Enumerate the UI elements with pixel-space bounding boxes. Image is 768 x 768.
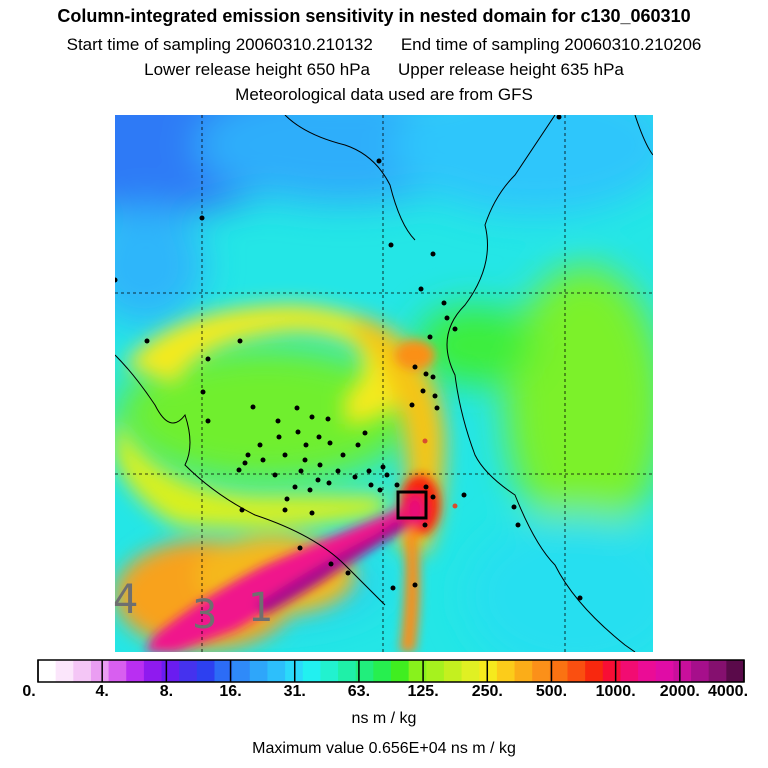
colorbar-segment bbox=[38, 660, 57, 682]
colorbar-segment bbox=[602, 660, 621, 682]
region-label-1: 1 bbox=[248, 585, 274, 631]
colorbar-segment bbox=[708, 660, 727, 682]
colorbar-segment bbox=[232, 660, 251, 682]
units-label: ns m / kg bbox=[351, 710, 417, 727]
colorbar-tick-label: 8. bbox=[159, 683, 174, 700]
colorbar-tick-label: 1000. bbox=[595, 683, 636, 700]
colorbar-segment bbox=[532, 660, 551, 682]
sensitivity-field bbox=[115, 115, 653, 652]
colorbar-tick-label: 125. bbox=[407, 683, 439, 700]
region-label-3: 3 bbox=[192, 592, 218, 638]
start-time-label: Start time of sampling 20060310.210132 bbox=[66, 35, 373, 54]
observation-points bbox=[115, 115, 583, 601]
colorbar-segment bbox=[691, 660, 710, 682]
colorbar-segment bbox=[514, 660, 533, 682]
colorbar-tick-label: 63. bbox=[347, 683, 371, 700]
colorbar-segment bbox=[655, 660, 674, 682]
colorbar-segment bbox=[373, 660, 392, 682]
colorbar-segment bbox=[143, 660, 163, 682]
colorbar-segment bbox=[426, 660, 445, 682]
colorbar-segment bbox=[338, 660, 357, 682]
end-time-label: End time of sampling 20060310.210206 bbox=[400, 35, 702, 54]
colorbar-tick-label: 250. bbox=[471, 683, 503, 700]
colorbar-segment bbox=[567, 660, 586, 682]
region-label-4: 4 bbox=[113, 577, 139, 623]
colorbar-tick-label: 0. bbox=[22, 683, 36, 700]
colorbar-tick-label: 4000. bbox=[707, 683, 749, 700]
sampling-times: Start time of sampling 20060310.210132 En… bbox=[0, 35, 768, 55]
colorbar-segment bbox=[90, 660, 110, 682]
colorbar-segment bbox=[55, 660, 74, 682]
colorbar-segment bbox=[461, 660, 480, 682]
colorbar-segment bbox=[196, 660, 215, 682]
colorbar-segment bbox=[638, 660, 657, 682]
colorbar-segment bbox=[391, 660, 410, 682]
colorbar-segment bbox=[73, 660, 92, 682]
colorbar-segment bbox=[549, 660, 568, 682]
colorbar-segment bbox=[443, 660, 463, 682]
colorbar-segment bbox=[108, 660, 127, 682]
colorbar-segment bbox=[161, 660, 180, 682]
emission-sensitivity-map[interactable] bbox=[115, 115, 653, 652]
colorbar-tick-label: 2000. bbox=[659, 683, 700, 700]
maximum-value-label: Maximum value 0.656E+04 ns m / kg bbox=[252, 740, 516, 757]
met-data-label: Meteorological data used are from GFS bbox=[235, 85, 533, 104]
coastlines-borders bbox=[115, 115, 653, 652]
colorbar-segment bbox=[267, 660, 286, 682]
colorbar-segment bbox=[585, 660, 604, 682]
upper-release-label: Upper release height 635 hPa bbox=[398, 60, 624, 79]
colorbar-segment bbox=[355, 660, 374, 682]
colorbar-frame bbox=[37, 659, 745, 683]
colorbar-segment bbox=[479, 660, 498, 682]
colorbar-tick-label: 16. bbox=[219, 683, 242, 700]
plot-title: Column-integrated emission sensitivity i… bbox=[57, 6, 691, 26]
receptor-box bbox=[396, 490, 428, 520]
colorbar-segment bbox=[320, 660, 339, 682]
colorbar-tick-label: 4. bbox=[95, 683, 109, 700]
colorbar-segment bbox=[673, 660, 692, 682]
colorbar-tick-label: 500. bbox=[535, 683, 568, 700]
lower-release-label: Lower release height 650 hPa bbox=[144, 60, 370, 79]
colorbar-segment bbox=[496, 660, 516, 682]
colorbar-segment bbox=[126, 660, 145, 682]
colorbar-segment bbox=[620, 660, 639, 682]
colorbar-segment bbox=[179, 660, 198, 682]
colorbar-segment bbox=[249, 660, 268, 682]
colorbar-segment bbox=[408, 660, 427, 682]
release-heights: Lower release height 650 hPa Upper releas… bbox=[0, 60, 768, 80]
colorbar-segment bbox=[726, 660, 745, 682]
colorbar-segment bbox=[214, 660, 233, 682]
colorbar bbox=[37, 659, 745, 683]
colorbar-tick-label: 31. bbox=[283, 683, 306, 700]
colorbar-segment bbox=[302, 660, 321, 682]
